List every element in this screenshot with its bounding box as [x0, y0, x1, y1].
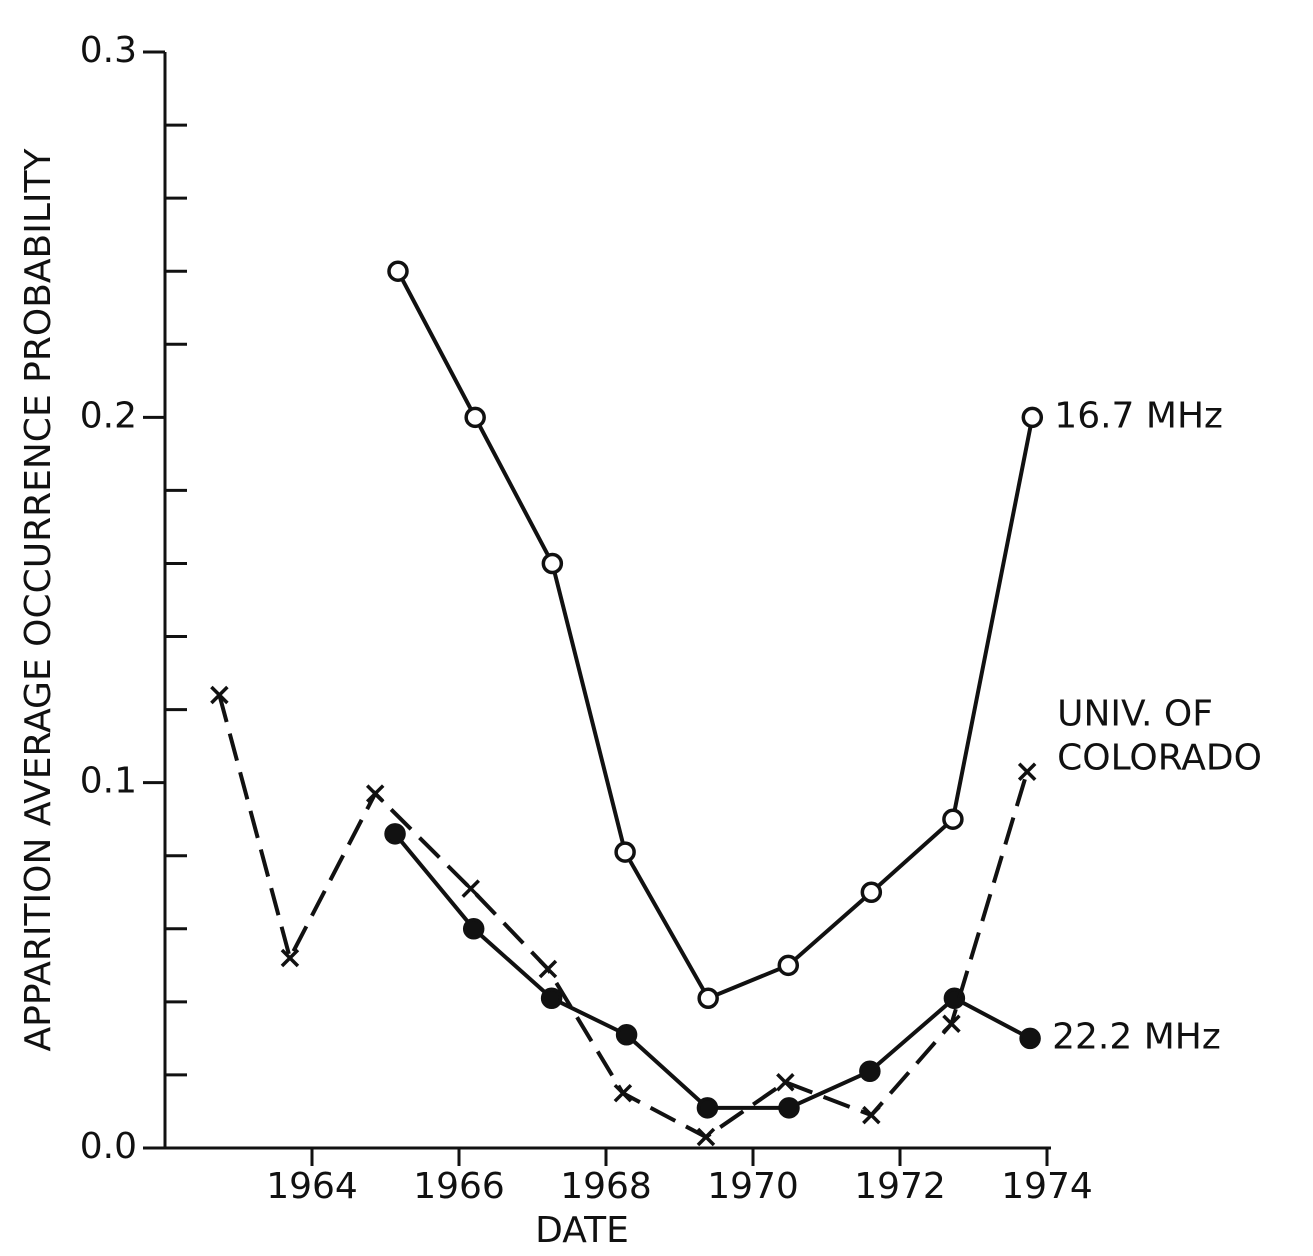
point [696, 1127, 716, 1147]
point [210, 685, 229, 705]
series-line [396, 270, 1035, 1001]
point [696, 1097, 719, 1119]
point [697, 987, 719, 1009]
point [464, 406, 486, 429]
point [384, 823, 406, 845]
y-axis-label: APPARITION AVERAGE OCCURRENCE PROBABILIT… [18, 148, 59, 1052]
y-tick-label: 0.0 [80, 1126, 137, 1167]
x-tick-label: 1974 [1001, 1166, 1093, 1207]
point [538, 959, 558, 979]
x-tick-label: 1968 [560, 1166, 652, 1207]
x-tick-label: 1964 [266, 1166, 358, 1207]
y-tick-label: 0.1 [80, 761, 137, 802]
y-tick-label: 0.2 [80, 395, 137, 436]
point [942, 1014, 961, 1034]
point [613, 1083, 633, 1103]
point [461, 879, 480, 898]
point [365, 784, 385, 803]
point [1019, 1027, 1041, 1050]
x-tick-label: 1966 [413, 1166, 505, 1207]
point [776, 1073, 795, 1092]
point [541, 552, 564, 575]
point [462, 918, 485, 940]
point [860, 881, 883, 904]
point [614, 841, 636, 863]
x-tick-label: 1970 [707, 1166, 799, 1207]
point [1021, 406, 1044, 429]
x-tick-label: 1972 [854, 1166, 946, 1207]
point [540, 987, 563, 1009]
point [862, 1105, 881, 1125]
point [777, 954, 800, 977]
point [387, 260, 409, 282]
series-label: UNIV. OF COLORADO [1057, 694, 1262, 779]
point [1017, 762, 1037, 781]
point [778, 1097, 800, 1119]
series-label: 22.2 MHz [1052, 1016, 1221, 1057]
series-line [393, 832, 1032, 1110]
point [942, 808, 964, 830]
x-axis-label: DATE [535, 1210, 629, 1251]
point [615, 1023, 638, 1046]
series-label: 16.7 MHz [1054, 395, 1223, 436]
y-tick-label: 0.3 [80, 30, 137, 71]
point [280, 948, 300, 968]
series-line [217, 694, 1030, 1140]
point [859, 1060, 881, 1083]
